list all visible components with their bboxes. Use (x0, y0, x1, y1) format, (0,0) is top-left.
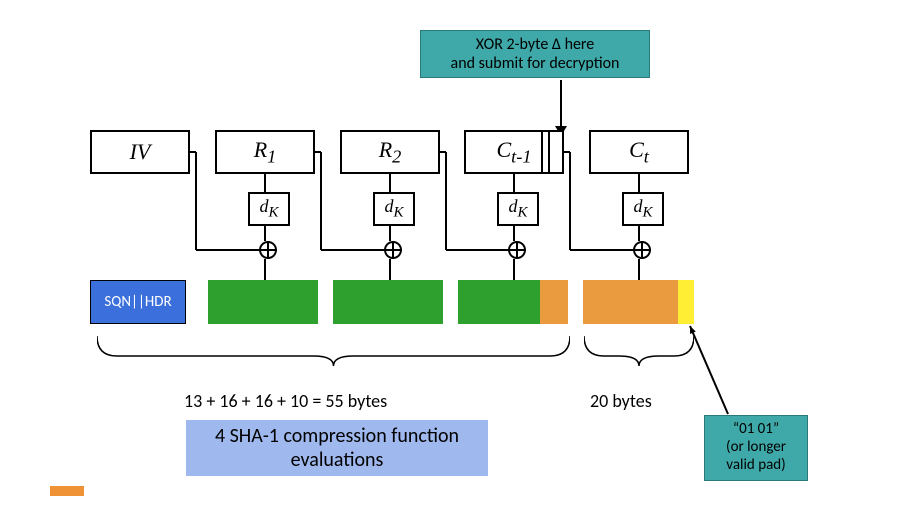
split-line-3-a (548, 130, 550, 174)
plaintext-seg-2 (333, 280, 443, 324)
pad-line3: valid pad) (711, 456, 801, 474)
cipher-block-4: Ct (589, 130, 689, 174)
plaintext-seg-4 (540, 280, 568, 324)
dk-label-3: dK (633, 196, 652, 222)
cipher-block-1: R1 (215, 130, 315, 174)
plaintext-seg-5 (583, 280, 678, 324)
cipher-block-label-0: IV (130, 139, 151, 165)
plaintext-seg-1 (208, 280, 318, 324)
cipher-block-label-1: R1 (254, 137, 277, 167)
callout-valid-pad: “01 01” (or longer valid pad) (704, 415, 808, 481)
dk-box-0: dK (248, 192, 290, 226)
xor-node-0 (259, 241, 277, 259)
sha-line2: evaluations (196, 448, 478, 472)
callout-xor-line2: and submit for decryption (427, 54, 643, 73)
dk-box-2: dK (497, 192, 539, 226)
cipher-block-2: R2 (340, 130, 440, 174)
plaintext-seg-6 (678, 280, 694, 324)
dk-label-0: dK (259, 196, 278, 222)
sha-line1: 4 SHA-1 compression function (196, 424, 478, 448)
xor-node-2 (508, 241, 526, 259)
callout-xor-delta: XOR 2-byte Δ here and submit for decrypt… (420, 30, 650, 78)
xor-node-1 (384, 241, 402, 259)
decorative-orange-bar (50, 486, 84, 496)
cipher-block-label-4: Ct (629, 137, 649, 167)
plaintext-seg-3 (458, 280, 540, 324)
dk-box-3: dK (622, 192, 664, 226)
split-line-3-b (541, 130, 543, 174)
cipher-block-label-2: R2 (379, 137, 402, 167)
dk-box-1: dK (373, 192, 415, 226)
dk-label-1: dK (384, 196, 403, 222)
brace-left (97, 336, 570, 386)
cipher-block-label-3: Ct-1 (496, 137, 531, 167)
label-55-bytes: 13 + 16 + 16 + 10 = 55 bytes (184, 390, 387, 412)
dk-label-2: dK (508, 196, 527, 222)
callout-xor-line1: XOR 2-byte Δ here (427, 35, 643, 54)
arrow-top-callout (560, 80, 562, 128)
label-20-bytes: 20 bytes (590, 390, 652, 412)
xor-node-3 (633, 241, 651, 259)
sha1-evaluations-box: 4 SHA-1 compression function evaluations (186, 420, 488, 476)
cipher-block-0: IV (90, 130, 190, 174)
pad-line1: “01 01” (711, 420, 801, 438)
plaintext-seg-0: SQN||HDR (90, 280, 186, 324)
brace-right (584, 336, 694, 386)
pad-line2: (or longer (711, 438, 801, 456)
